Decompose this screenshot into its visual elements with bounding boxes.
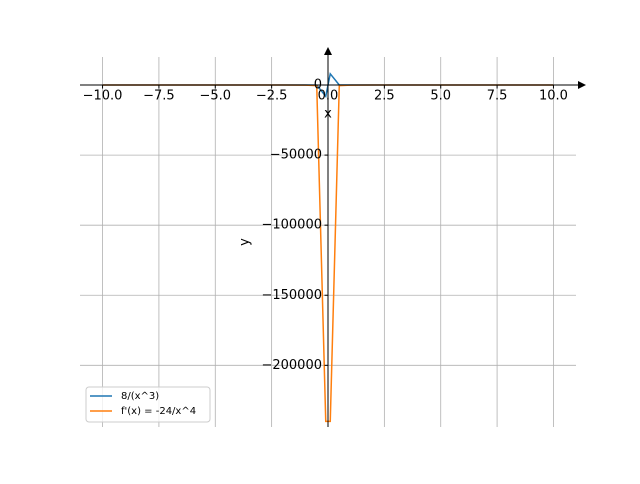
x-arrow [578,81,586,90]
x-tick-label: −2.5 [256,89,288,104]
y-tick-label: −150000 [261,288,322,303]
x-tick-label: 10.0 [539,89,568,104]
x-axis-label: x [324,107,332,122]
legend-frame [85,386,211,423]
y-arrow [324,47,332,55]
x-tick-label: 7.5 [487,89,508,104]
legend: 8/(x^3) f'(x) = -24/x^4 [85,386,211,423]
x-tick-label: −5.0 [199,89,231,104]
y-tick-label: −200000 [261,358,322,373]
x-tick-label: 2.5 [374,89,395,104]
legend-label: 8/(x^3) [121,391,159,402]
legend-label: f'(x) = -24/x^4 [121,406,196,417]
x-tick-label: −7.5 [143,89,175,104]
y-axis-label: y [238,238,253,246]
x-tick-label: 5.0 [430,89,451,104]
y-tick-label: −100000 [261,218,322,233]
y-tick-label: −50000 [270,148,322,163]
x-tick-label: −10.0 [83,89,123,104]
